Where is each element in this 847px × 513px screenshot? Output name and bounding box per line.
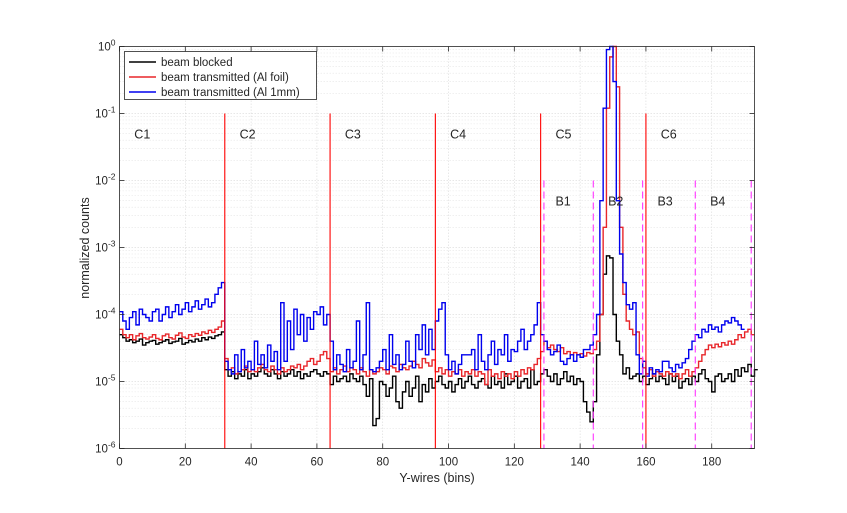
legend-label-al-1mm: beam transmitted (Al 1mm) [161, 87, 300, 99]
board-label: B4 [710, 195, 725, 209]
series-line [119, 255, 758, 427]
y-axis-label: normalized counts [78, 197, 92, 298]
chamber-label: C6 [661, 128, 677, 142]
x-tick-label: 80 [376, 457, 389, 469]
x-tick-label: 140 [571, 457, 590, 469]
region-labels: C1 C2 C3 C4 C5 C6 B1 B2 B3 B4 [134, 128, 725, 209]
board-label: B3 [657, 195, 672, 209]
x-tick-label: 100 [439, 457, 458, 469]
y-tick-label: 10-2 [95, 172, 116, 188]
y-tick-label: 100 [98, 38, 116, 54]
y-tick-label: 10-3 [95, 239, 116, 255]
series-3 [119, 45, 745, 377]
plot-background [119, 46, 755, 449]
chamber-label: C2 [240, 128, 256, 142]
x-tick-label: 60 [311, 457, 324, 469]
board-label: B1 [555, 195, 570, 209]
x-tick-label: 120 [505, 457, 524, 469]
ticks [119, 46, 755, 449]
x-tick-label: 160 [636, 457, 655, 469]
series-line [119, 45, 745, 377]
legend: beam blocked beam transmitted (Al foil) … [124, 51, 317, 100]
chamber-label: C1 [134, 128, 150, 142]
series-1 [119, 255, 758, 427]
x-tick-label: 0 [116, 457, 122, 469]
y-tick-label: 10-4 [95, 306, 116, 322]
x-tick-label: 20 [179, 457, 192, 469]
chamber-label: C3 [345, 128, 361, 142]
legend-label-blocked: beam blocked [161, 57, 233, 69]
x-tick-label: 180 [702, 457, 721, 469]
y-tick-labels: 10-6 10-5 10-4 10-3 10-2 10-1 100 [95, 38, 116, 456]
board-label: B2 [608, 195, 623, 209]
y-tick-label: 10-5 [95, 373, 116, 389]
chamber-label: C5 [555, 128, 571, 142]
x-tick-labels: 0 20 40 60 80 100 120 140 160 180 [116, 457, 721, 469]
y-tick-label: 10-1 [95, 105, 116, 121]
plot-area: C1 C2 C3 C4 C5 C6 B1 B2 B3 B4 [119, 45, 758, 449]
legend-box [124, 51, 317, 100]
x-axis-label: Y-wires (bins) [399, 471, 474, 485]
x-tick-label: 40 [245, 457, 258, 469]
legend-label-al-foil: beam transmitted (Al foil) [161, 72, 289, 84]
chamber-label: C4 [450, 128, 466, 142]
y-tick-label: 10-6 [95, 440, 116, 456]
region-lines [224, 113, 752, 449]
